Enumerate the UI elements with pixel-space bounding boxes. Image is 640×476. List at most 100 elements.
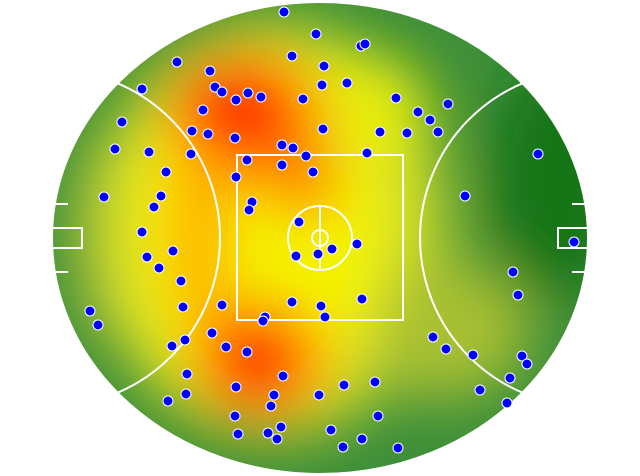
point xyxy=(374,126,386,138)
point xyxy=(507,266,519,278)
point xyxy=(316,79,328,91)
point xyxy=(230,94,242,106)
point xyxy=(160,166,172,178)
point xyxy=(229,132,241,144)
point xyxy=(372,410,384,422)
point xyxy=(278,6,290,18)
point xyxy=(290,250,302,262)
point xyxy=(432,126,444,138)
point xyxy=(265,400,277,412)
point xyxy=(276,159,288,171)
point xyxy=(109,143,121,155)
point xyxy=(337,441,349,453)
point xyxy=(186,125,198,137)
point xyxy=(241,154,253,166)
point xyxy=(92,319,104,331)
point xyxy=(243,204,255,216)
point xyxy=(116,116,128,128)
point xyxy=(232,428,244,440)
point xyxy=(319,311,331,323)
point xyxy=(568,236,580,248)
point xyxy=(474,384,486,396)
point xyxy=(185,148,197,160)
point xyxy=(512,289,524,301)
point xyxy=(286,50,298,62)
point xyxy=(220,341,232,353)
point xyxy=(268,389,280,401)
point xyxy=(216,86,228,98)
point xyxy=(297,93,309,105)
point xyxy=(351,238,363,250)
point xyxy=(338,379,350,391)
point xyxy=(390,92,402,104)
point xyxy=(361,147,373,159)
point xyxy=(143,146,155,158)
point xyxy=(241,346,253,358)
point xyxy=(242,87,254,99)
point xyxy=(532,148,544,160)
point xyxy=(276,139,288,151)
point xyxy=(153,262,165,274)
point xyxy=(155,190,167,202)
point xyxy=(459,190,471,202)
point xyxy=(313,389,325,401)
point xyxy=(262,427,274,439)
point xyxy=(369,376,381,388)
point xyxy=(504,372,516,384)
point xyxy=(521,358,533,370)
point xyxy=(181,368,193,380)
point xyxy=(300,150,312,162)
point xyxy=(277,370,289,382)
point xyxy=(275,421,287,433)
point xyxy=(412,106,424,118)
point xyxy=(148,201,160,213)
point xyxy=(255,91,267,103)
point xyxy=(257,315,269,327)
point xyxy=(180,388,192,400)
point xyxy=(392,442,404,454)
point xyxy=(401,127,413,139)
point xyxy=(341,77,353,89)
point xyxy=(136,226,148,238)
point xyxy=(356,433,368,445)
point xyxy=(162,395,174,407)
point xyxy=(98,191,110,203)
point xyxy=(204,65,216,77)
point xyxy=(293,216,305,228)
point xyxy=(141,251,153,263)
point xyxy=(175,275,187,287)
point xyxy=(216,299,228,311)
point xyxy=(171,56,183,68)
point xyxy=(230,381,242,393)
point xyxy=(167,245,179,257)
point xyxy=(206,327,218,339)
point xyxy=(317,123,329,135)
point xyxy=(179,334,191,346)
point xyxy=(516,350,528,362)
point xyxy=(202,128,214,140)
point xyxy=(229,410,241,422)
point xyxy=(326,243,338,255)
point xyxy=(356,293,368,305)
point xyxy=(424,114,436,126)
point xyxy=(359,38,371,50)
point xyxy=(318,60,330,72)
point xyxy=(440,343,452,355)
point xyxy=(166,340,178,352)
point xyxy=(501,397,513,409)
point xyxy=(427,331,439,343)
point xyxy=(230,171,242,183)
point xyxy=(197,104,209,116)
point xyxy=(325,424,337,436)
point xyxy=(467,349,479,361)
point xyxy=(312,248,324,260)
point xyxy=(315,300,327,312)
point xyxy=(286,296,298,308)
point xyxy=(177,301,189,313)
point xyxy=(271,433,283,445)
point xyxy=(442,98,454,110)
point xyxy=(307,166,319,178)
